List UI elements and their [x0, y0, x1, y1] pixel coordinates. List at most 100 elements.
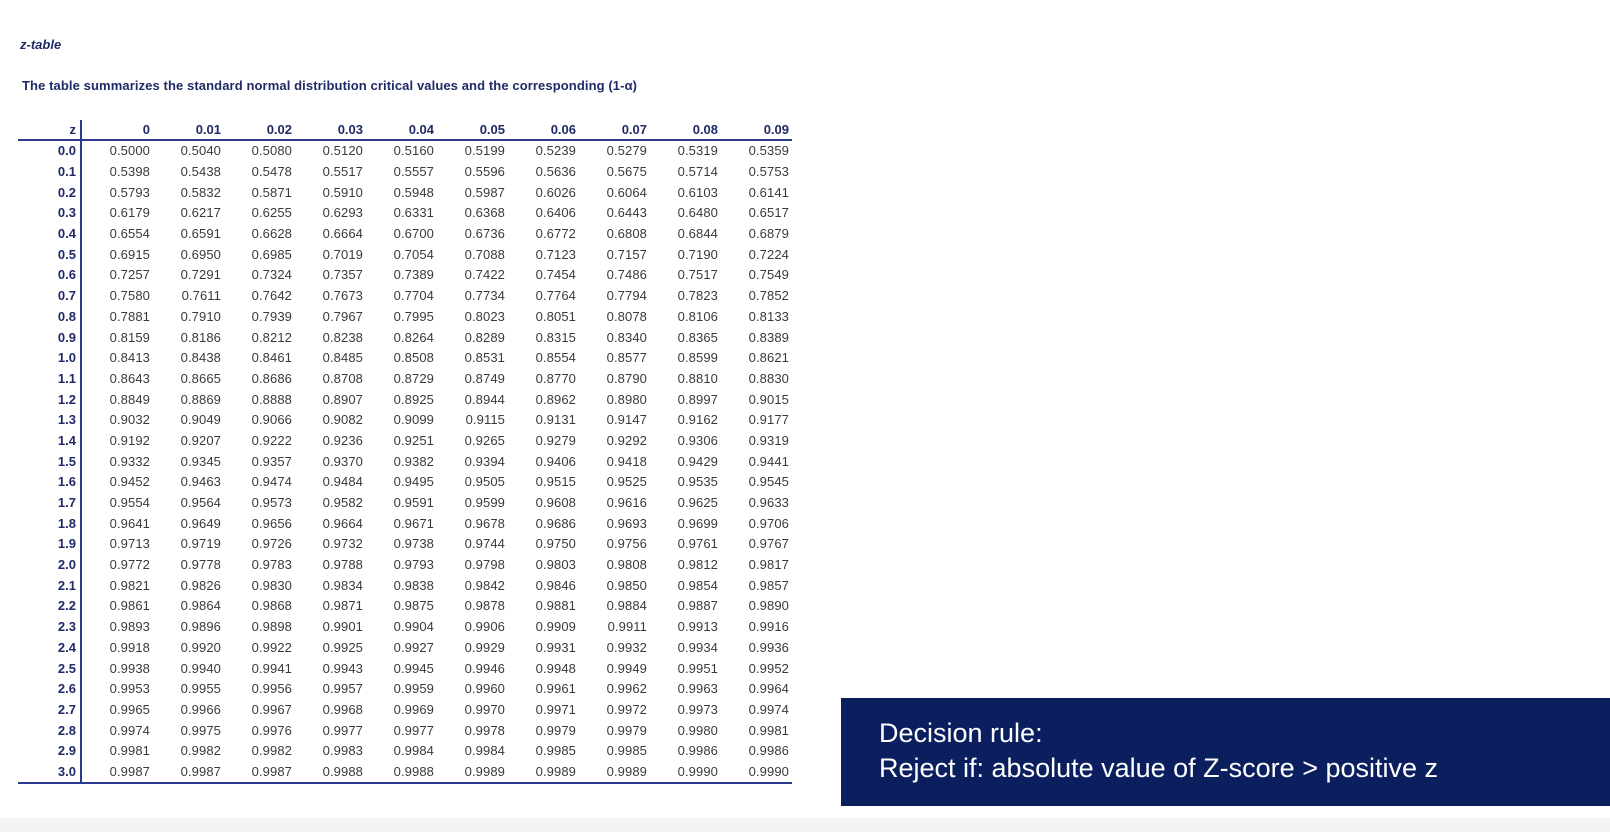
table-cell: 0.6844 [677, 226, 718, 242]
table-row: 2.5 0.9938 0.9940 0.9941 0.9943 0.9945 0.9946 0… [18, 658, 792, 679]
table-cell: 0.6368 [464, 205, 505, 221]
row-header-z: 1.7 [18, 492, 82, 514]
table-cell: 0.9719 [180, 536, 221, 552]
table-cell: 0.9641 [109, 515, 150, 531]
table-cell: 0.9484 [322, 474, 363, 490]
row-header-z: 0.9 [18, 327, 82, 348]
table-cell: 0.8315 [535, 329, 576, 345]
table-cell: 0.9370 [322, 453, 363, 469]
table-cell: 0.5438 [180, 164, 221, 180]
table-cell: 0.7794 [606, 288, 647, 304]
table-cell: 0.8289 [464, 329, 505, 345]
table-cell: 0.8485 [322, 350, 363, 366]
table-cell: 0.9817 [748, 557, 789, 573]
table-cell: 0.5040 [180, 143, 221, 159]
table-cell: 0.9131 [535, 412, 576, 428]
table-cell: 0.9979 [535, 722, 576, 738]
table-cell: 0.7764 [535, 288, 576, 304]
table-cell: 0.8665 [180, 370, 221, 386]
row-header-z: 0.2 [18, 182, 82, 204]
table-cell: 0.9726 [251, 536, 292, 552]
table-cell: 0.9963 [677, 681, 718, 697]
table-row: 1.7 0.9554 0.9564 0.9573 0.9582 0.9591 0.9599 0… [18, 492, 792, 514]
table-cell: 0.9535 [677, 474, 718, 490]
table-cell: 0.5120 [322, 143, 363, 159]
table-cell: 0.9985 [535, 743, 576, 759]
table-row: 2.2 0.9861 0.9864 0.9868 0.9871 0.9875 0.9878 0… [18, 596, 792, 617]
table-cell: 0.5319 [677, 143, 718, 159]
table-cell: 0.9971 [535, 701, 576, 717]
table-cell: 0.9756 [606, 536, 647, 552]
decision-rule-heading: Decision rule: [879, 718, 1043, 748]
table-cell: 0.9850 [606, 577, 647, 593]
row-header-z: 3.0 [18, 761, 82, 785]
table-cell: 0.6517 [748, 205, 789, 221]
bottom-strip [0, 818, 1610, 832]
table-cell: 0.9972 [606, 701, 647, 717]
table-cell: 0.9236 [322, 432, 363, 448]
table-cell: 0.9207 [180, 432, 221, 448]
row-header-z: 0.1 [18, 161, 82, 183]
table-row: 0.2 0.5793 0.5832 0.5871 0.5910 0.5948 0.5987 0… [18, 182, 792, 204]
table-cell: 0.9966 [180, 701, 221, 717]
table-cell: 0.7324 [251, 267, 292, 283]
table-cell: 0.5793 [109, 184, 150, 200]
table-cell: 0.5714 [677, 164, 718, 180]
table-cell: 0.6700 [393, 226, 434, 242]
table-cell: 0.8830 [748, 370, 789, 386]
table-cell: 0.9961 [535, 681, 576, 697]
table-row: 1.5 0.9332 0.9345 0.9357 0.9370 0.9382 0.9394 0… [18, 451, 792, 472]
table-cell: 0.5987 [464, 184, 505, 200]
table-cell: 0.9686 [535, 515, 576, 531]
table-cell: 0.9989 [437, 761, 508, 785]
table-cell: 0.9838 [393, 577, 434, 593]
table-cell: 0.9162 [677, 412, 718, 428]
table-cell: 0.8365 [677, 329, 718, 345]
table-cell: 0.8133 [748, 308, 789, 324]
table-cell: 0.9738 [393, 536, 434, 552]
table-cell: 0.7157 [606, 246, 647, 262]
z-table-body: 0.0 0.5000 0.5040 0.5080 0.5120 0.5160 0.5199 0… [18, 140, 792, 785]
table-cell: 0.9984 [393, 743, 434, 759]
decision-rule-box: Decision rule: Reject if: absolute value… [841, 698, 1610, 806]
table-cell: 0.8643 [109, 370, 150, 386]
table-row: 1.2 0.8849 0.8869 0.8888 0.8907 0.8925 0.8944 0… [18, 389, 792, 410]
table-cell: 0.9265 [464, 432, 505, 448]
table-cell: 0.6985 [251, 246, 292, 262]
table-cell: 0.9744 [464, 536, 505, 552]
table-cell: 0.9279 [535, 432, 576, 448]
table-cell: 0.9761 [677, 536, 718, 552]
table-cell: 0.6103 [677, 184, 718, 200]
table-cell: 0.6554 [109, 226, 150, 242]
table-cell: 0.6736 [464, 226, 505, 242]
table-cell: 0.9980 [677, 722, 718, 738]
table-row: 2.0 0.9772 0.9778 0.9783 0.9788 0.9793 0.9798 0… [18, 554, 792, 576]
table-cell: 0.5199 [464, 143, 505, 159]
table-cell: 0.9830 [251, 577, 292, 593]
table-cell: 0.5871 [251, 184, 292, 200]
table-cell: 0.9854 [677, 577, 718, 593]
table-cell: 0.9525 [606, 474, 647, 490]
table-cell: 0.9554 [109, 495, 150, 511]
table-cell: 0.9981 [109, 743, 150, 759]
table-cell: 0.9345 [180, 453, 221, 469]
table-cell: 0.9066 [251, 412, 292, 428]
table-cell: 0.9778 [180, 557, 221, 573]
table-cell: 0.7910 [180, 308, 221, 324]
table-cell: 0.9989 [579, 761, 650, 785]
table-cell: 0.6406 [535, 205, 576, 221]
table-cell: 0.9474 [251, 474, 292, 490]
table-cell: 0.8907 [322, 391, 363, 407]
table-cell: 0.9678 [464, 515, 505, 531]
table-cell: 0.8944 [464, 391, 505, 407]
table-cell: 0.9015 [748, 391, 789, 407]
table-cell: 0.9976 [251, 722, 292, 738]
table-cell: 0.8708 [322, 370, 363, 386]
table-cell: 0.9633 [748, 495, 789, 511]
row-header-z: 1.6 [18, 472, 82, 493]
column-header: 0.09 [721, 120, 792, 141]
table-cell: 0.7580 [109, 288, 150, 304]
table-cell: 0.5080 [251, 143, 292, 159]
table-cell: 0.8599 [677, 350, 718, 366]
row-header-z: 1.1 [18, 368, 82, 390]
